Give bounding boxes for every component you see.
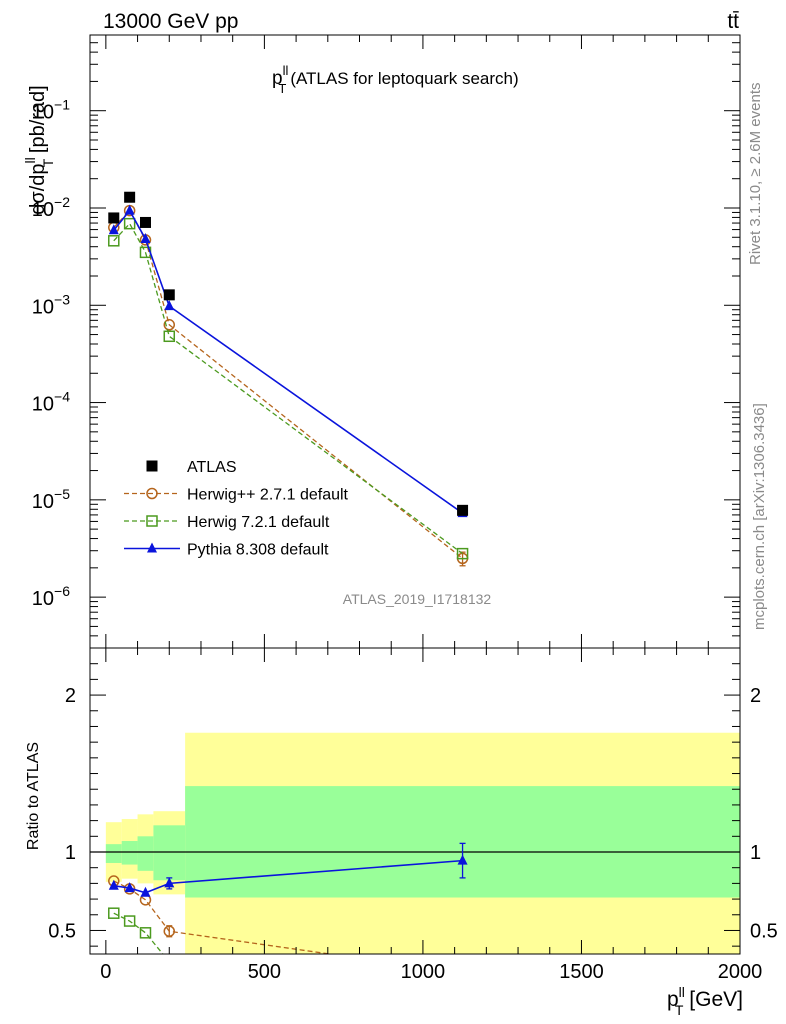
ratio-ytick-label-right: 0.5 <box>750 920 778 942</box>
ratio-xtick-label: 0 <box>100 961 111 983</box>
plot-title: pll T (ATLAS for leptoquark search) <box>272 63 519 96</box>
main-series-0-point <box>457 504 469 516</box>
ratio-band-green-4 <box>185 786 740 898</box>
main-axis-ticks: 10−1 10−2 10−3 10−4 10−5 10−6 <box>32 35 741 649</box>
energy-label: 13000 GeV pp <box>103 10 238 33</box>
ratio-axis-ticks: 0.5 0.5 1 1 2 2 0 500 1000 1500 2000 <box>48 648 778 983</box>
main-series-3-point <box>124 204 135 215</box>
title-subscript: T <box>278 81 286 96</box>
ratio-panel-frame <box>89 647 741 955</box>
ratio-panel: 0.5 0.5 1 1 2 2 0 500 1000 1500 2000 Ratio to ATLA… <box>25 647 778 1018</box>
title-text: (ATLAS for leptoquark search) <box>290 69 518 88</box>
xlabel-post: [GeV] <box>683 988 743 1011</box>
analysis-watermark: ATLAS_2019_I1718132 <box>343 591 492 607</box>
main-series-layer <box>108 191 469 567</box>
main-ytick-label: 10−1 <box>32 97 70 124</box>
main-series-2-point <box>108 235 120 247</box>
ylabel-sup: ll <box>22 157 38 163</box>
main-panel: 10−110−210−310−410−510−6 pll T(ATLAS for … <box>22 34 741 649</box>
main-series-0-point <box>108 212 120 224</box>
main-series-0-point <box>163 289 175 301</box>
main-series-3-point <box>108 224 119 235</box>
title-variable: p <box>272 68 283 89</box>
ratio-xtick-label: 500 <box>248 961 281 983</box>
ratio-series-1-point <box>123 915 136 927</box>
main-series-1-line <box>113 209 463 559</box>
main-series-0-point <box>124 191 136 203</box>
process-label: tt̄ <box>727 10 739 33</box>
main-ytick-label: 10−4 <box>32 389 70 416</box>
rivet-version-label: Rivet 3.1.10, ≥ 2.6M events <box>747 83 764 266</box>
legend: ATLAS Herwig++ 2.7.1 default Herwig 7.2.1 … <box>124 459 349 559</box>
ratio-series-2-point <box>164 877 175 888</box>
ratio-ytick-label-right: 1 <box>750 842 761 864</box>
main-series-1-point <box>163 319 176 331</box>
legend-label-3: Pythia 8.308 default <box>187 542 329 559</box>
ratio-ytick-label: 1 <box>65 842 76 864</box>
ratio-ylabel: Ratio to ATLAS <box>25 742 42 850</box>
ratio-xtick-label: 1000 <box>401 961 446 983</box>
main-series-2-line <box>113 222 463 555</box>
ratio-series-2-point <box>457 854 468 865</box>
xlabel-sup: ll <box>679 984 685 1000</box>
main-series-3-line <box>113 209 464 514</box>
main-series-0-point <box>139 216 151 228</box>
main-series-3-point <box>140 232 151 243</box>
ratio-series-2-point <box>108 879 119 890</box>
main-ylabel: dσ/dpll T [pb/rad] <box>22 85 56 214</box>
mcplots-credit-label: mcplots.cern.ch [arXiv:1306.3436] <box>751 403 768 630</box>
ratio-series-1-point <box>164 957 174 967</box>
ratio-ytick-label-right: 2 <box>750 685 761 707</box>
legend-marker-1 <box>146 487 158 500</box>
ratio-series-1-point <box>108 907 120 919</box>
main-series-2-point <box>456 547 469 560</box>
main-ytick-label: 10−5 <box>32 486 70 513</box>
ratio-series-0-line <box>113 880 335 954</box>
ratio-band-green-1 <box>121 841 138 865</box>
legend-label-2: Herwig 7.2.1 default <box>187 514 330 531</box>
ratio-uncertainty-bands <box>90 732 740 954</box>
main-ytick-label: 10−2 <box>32 194 70 221</box>
ratio-band-green-0 <box>105 844 122 863</box>
ratio-ytick-label: 0.5 <box>48 920 76 942</box>
legend-marker-3 <box>147 542 157 553</box>
ratio-xtick-label: 2000 <box>718 961 763 983</box>
ratio-series-0-point <box>163 925 176 937</box>
ratio-band-green-3 <box>153 825 186 881</box>
main-series-3-point <box>164 300 175 311</box>
title-superscript: ll <box>283 63 289 78</box>
legend-label-0: ATLAS <box>187 459 237 476</box>
legend-marker-2 <box>146 515 158 527</box>
main-series-2-point <box>163 330 176 343</box>
legend-label-1: Herwig++ 2.7.1 default <box>187 487 349 504</box>
ylabel-pre: dσ/dp <box>27 163 49 214</box>
main-series-2-point <box>123 217 136 230</box>
ratio-ytick-label: 2 <box>65 685 76 707</box>
xlabel-sub: T <box>675 1002 684 1018</box>
ratio-band-green-2 <box>137 836 154 871</box>
ratio-xlabel: pll T [GeV] <box>667 984 743 1018</box>
ylabel-post: [pb/rad] <box>27 85 49 158</box>
legend-marker-0 <box>146 460 158 472</box>
ratio-series-0-point <box>458 968 468 978</box>
xlabel-pre: p <box>667 988 679 1011</box>
ratio-xtick-label: 1500 <box>559 961 604 983</box>
ratio-series-1-point <box>139 927 152 939</box>
ylabel-sub: T <box>40 158 56 167</box>
ratio-series-1-line <box>113 912 164 954</box>
main-ytick-label: 10−6 <box>32 583 70 610</box>
main-ytick-label: 10−3 <box>32 291 70 318</box>
ratio-series-2-point <box>124 882 135 893</box>
ratio-series-layer <box>108 842 468 978</box>
ratio-series-2-point <box>140 886 151 897</box>
